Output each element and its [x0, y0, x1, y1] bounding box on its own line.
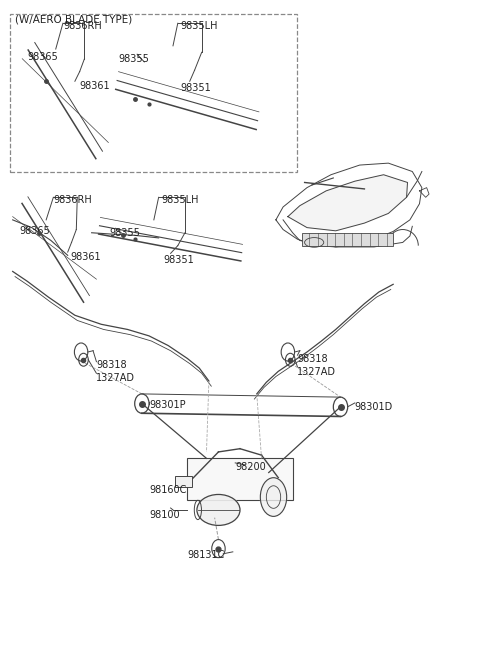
- Text: 98100: 98100: [149, 510, 180, 520]
- Text: 98318: 98318: [96, 360, 127, 370]
- Text: 98351: 98351: [180, 83, 211, 93]
- Text: 1327AD: 1327AD: [96, 373, 135, 383]
- Text: 98160C: 98160C: [149, 485, 186, 495]
- Text: 9835LH: 9835LH: [180, 21, 217, 31]
- Text: 98365: 98365: [20, 226, 50, 236]
- Text: 98351: 98351: [163, 255, 194, 265]
- Text: (W/AERO BLADE TYPE): (W/AERO BLADE TYPE): [15, 15, 132, 25]
- Text: 9835LH: 9835LH: [161, 195, 199, 205]
- Bar: [10, 14, 298, 172]
- Polygon shape: [288, 174, 408, 231]
- Text: 1327AD: 1327AD: [298, 367, 336, 377]
- Text: 9836RH: 9836RH: [53, 195, 92, 205]
- Text: 98355: 98355: [118, 54, 149, 63]
- Text: 98361: 98361: [70, 252, 101, 262]
- Bar: [175, 475, 192, 487]
- Text: 98318: 98318: [298, 354, 328, 364]
- Text: 9836RH: 9836RH: [63, 21, 102, 31]
- Bar: [302, 233, 393, 245]
- Text: 98365: 98365: [27, 52, 58, 62]
- Text: 98355: 98355: [110, 227, 141, 238]
- FancyBboxPatch shape: [187, 459, 293, 500]
- Ellipse shape: [197, 494, 240, 525]
- Text: 98361: 98361: [80, 81, 110, 91]
- Text: 98301P: 98301P: [149, 401, 186, 410]
- Text: 98131C: 98131C: [187, 550, 225, 560]
- Text: 98200: 98200: [235, 462, 266, 472]
- Text: 98301D: 98301D: [355, 402, 393, 412]
- Ellipse shape: [260, 477, 287, 516]
